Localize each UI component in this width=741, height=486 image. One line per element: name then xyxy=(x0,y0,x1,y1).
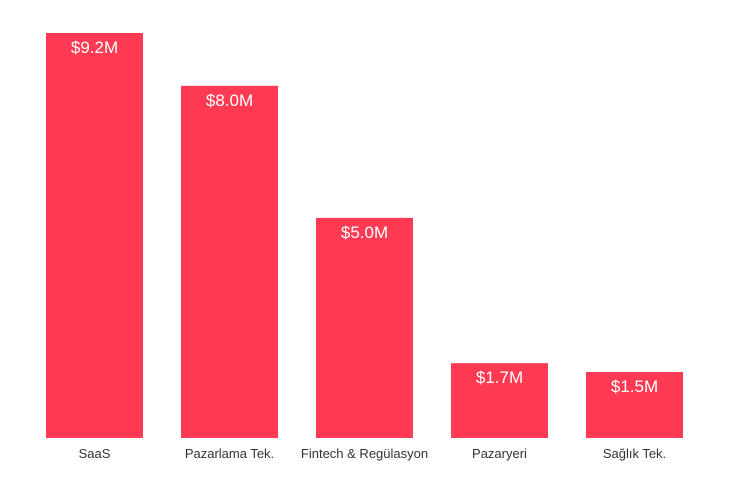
category-label-2: Fintech & Regülasyon xyxy=(301,446,428,461)
bar-4 xyxy=(586,371,683,438)
bar-1 xyxy=(181,85,278,439)
value-label-1: $8.0M xyxy=(206,91,253,110)
bar-0 xyxy=(46,33,143,438)
value-label-4: $1.5M xyxy=(611,377,658,396)
value-label-2: $5.0M xyxy=(341,223,388,242)
value-label-3: $1.7M xyxy=(476,368,523,387)
bars-group xyxy=(46,33,683,439)
category-label-4: Sağlık Tek. xyxy=(603,446,666,461)
bar-2 xyxy=(316,217,413,438)
value-label-0: $9.2M xyxy=(71,38,118,57)
category-label-0: SaaS xyxy=(79,446,111,461)
category-label-1: Pazarlama Tek. xyxy=(185,446,274,461)
bar-3 xyxy=(451,363,548,438)
category-labels-group: SaaS Pazarlama Tek. Fintech & Regülasyon Pa… xyxy=(79,446,667,461)
category-label-3: Pazaryeri xyxy=(472,446,527,461)
value-labels-group: $9.2M $8.0M $5.0M $1.7M $1.5M xyxy=(71,38,658,396)
